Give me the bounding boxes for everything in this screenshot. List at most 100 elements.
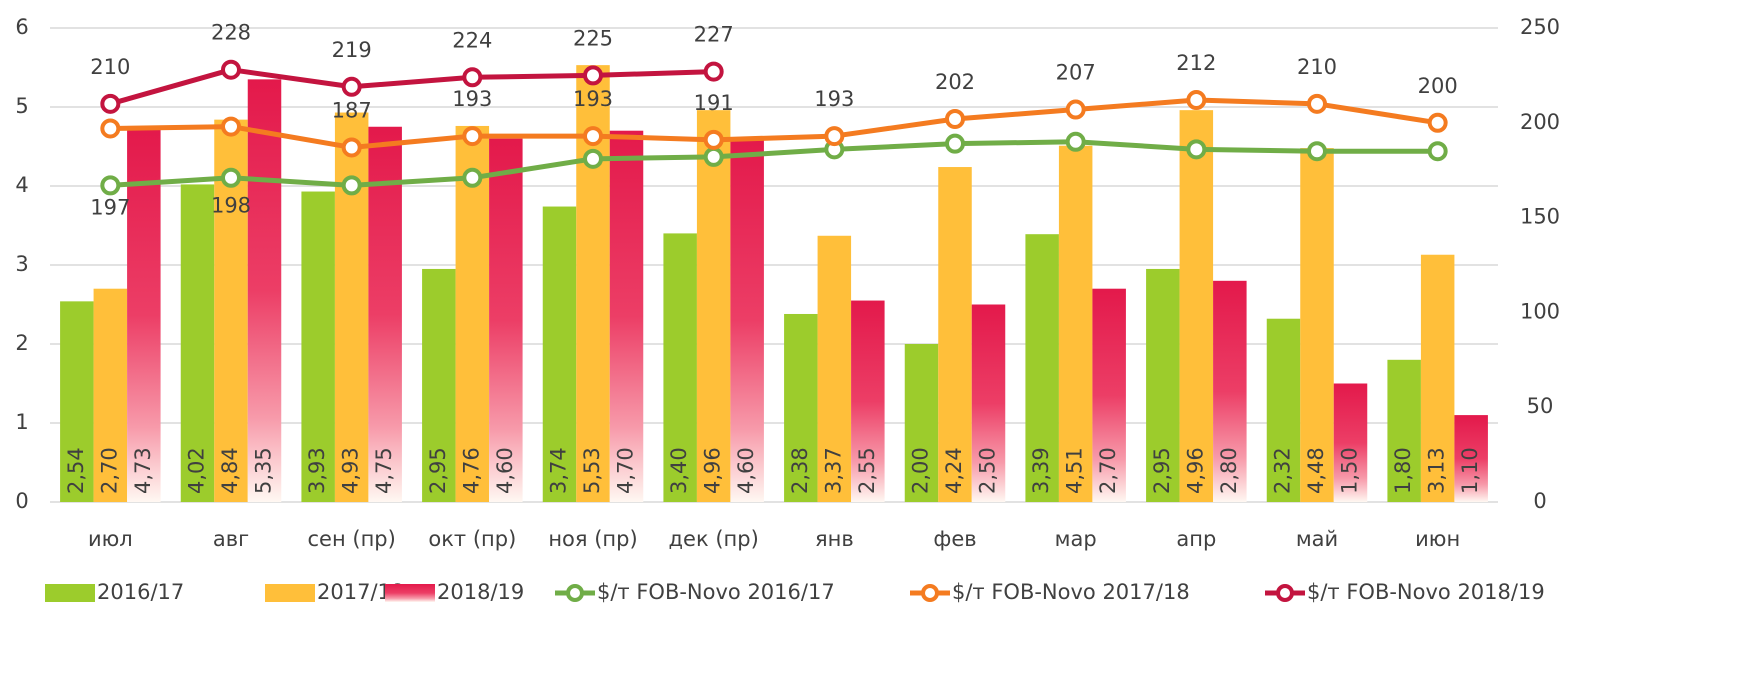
x-tick-label: июл [88,527,133,551]
bar [93,288,128,502]
bar [971,304,1006,502]
bar [301,191,335,502]
line-marker [1427,141,1448,162]
line-marker [221,116,241,137]
bar [180,184,215,503]
bar [1387,359,1421,502]
line-value-label: 193 [573,87,613,111]
x-tick-label: янв [815,527,854,551]
bar [1300,148,1334,502]
line-marker [341,137,362,158]
bar-value-label: 2,32 [1271,447,1295,494]
bar-value-label: 4,60 [734,447,758,494]
line-marker [1186,139,1207,160]
bar-value-label: 4,48 [1304,447,1328,494]
bar [784,313,818,502]
legend-label: $/т FOB-Novo 2017/18 [952,580,1190,604]
bar [696,110,731,502]
line-marker [945,109,965,130]
x-tick-label: июн [1415,527,1460,551]
bar-value-label: 4,76 [459,447,483,494]
bar-value-label: 4,96 [701,447,725,494]
bar-value-label: 2,55 [855,447,879,494]
x-tick-label: апр [1176,527,1216,551]
bar-value-label: 3,37 [821,447,845,494]
legend-marker [921,584,939,602]
line-marker [221,167,241,188]
line-value-label: 193 [814,87,854,111]
legend-label: $/т FOB-Novo 2018/19 [1307,580,1545,604]
line [110,139,1438,188]
line-marker [1427,112,1448,133]
y-tick-label: 6 [15,15,28,39]
line-value-label: 210 [1297,55,1337,79]
line-marker [583,126,603,147]
bar [422,268,456,502]
line-marker [824,126,845,147]
line-value-label: 202 [935,70,975,94]
bar [1213,280,1247,502]
legend-label: $/т FOB-Novo 2016/17 [597,580,835,604]
bar-value-label: 2,54 [64,447,88,494]
bar-value-label: 4,73 [131,447,155,494]
line-marker [1065,99,1086,120]
x-tick-label: сен (пр) [308,527,396,551]
line-marker [341,175,362,196]
line-marker [1186,90,1207,111]
bar-value-label: 4,93 [339,447,363,494]
bar-value-label: 4,96 [1183,447,1207,494]
bar-value-label: 2,80 [1217,447,1241,494]
bar-value-label: 3,40 [667,447,691,494]
y2-tick-label: 200 [1520,110,1560,134]
bar [489,138,523,502]
bar [938,167,972,503]
legend-label: 2016/17 [97,580,184,604]
bar [1092,288,1126,502]
y-tick-label: 4 [15,173,28,197]
line-value-label: 219 [332,38,372,62]
x-tick-label: мар [1055,527,1097,551]
y-tick-label: 0 [15,489,28,513]
bar-value-label: 1,80 [1391,447,1415,494]
bar [368,126,402,502]
bar-value-label: 3,13 [1425,447,1449,494]
line-value-label: 207 [1056,61,1096,85]
y2-tick-label: 250 [1520,15,1560,39]
line [109,67,714,107]
bar-value-label: 4,60 [493,447,517,494]
y-tick-label: 3 [15,252,28,276]
x-tick-label: дек (пр) [669,527,759,551]
bar-value-label: 1,50 [1338,447,1362,494]
bar-value-label: 5,35 [252,447,276,494]
bar [1454,415,1488,502]
bar-value-label: 3,93 [305,447,329,494]
bar [1333,383,1368,502]
y2-tick-label: 100 [1520,299,1560,323]
bar-value-label: 2,50 [976,447,1000,494]
y2-tick-label: 0 [1533,489,1546,513]
bar [334,112,369,502]
line-marker [1307,141,1327,162]
line-value-label: 193 [452,87,492,111]
line-marker [703,129,724,150]
bar-value-label: 4,02 [185,447,209,494]
bar-value-label: 1,10 [1458,447,1482,494]
bar-value-label: 2,95 [426,447,450,494]
bar [1025,234,1059,502]
line-marker [945,133,965,154]
bar [663,233,697,502]
bar [247,79,282,502]
x-tick-label: авг [213,527,249,551]
line-value-label: 200 [1418,74,1458,98]
line-value-label: 225 [573,26,613,50]
line-marker [583,148,603,169]
line-marker [703,61,724,82]
x-tick-label: ноя (пр) [548,527,637,551]
bar-value-label: 3,74 [547,447,571,494]
bar-value-label: 2,00 [909,447,933,494]
bar-value-label: 4,84 [218,447,242,494]
y-tick-label: 2 [15,331,28,355]
bar [455,125,490,503]
line-value-label: 212 [1176,51,1216,75]
bar-value-label: 4,75 [372,447,396,494]
